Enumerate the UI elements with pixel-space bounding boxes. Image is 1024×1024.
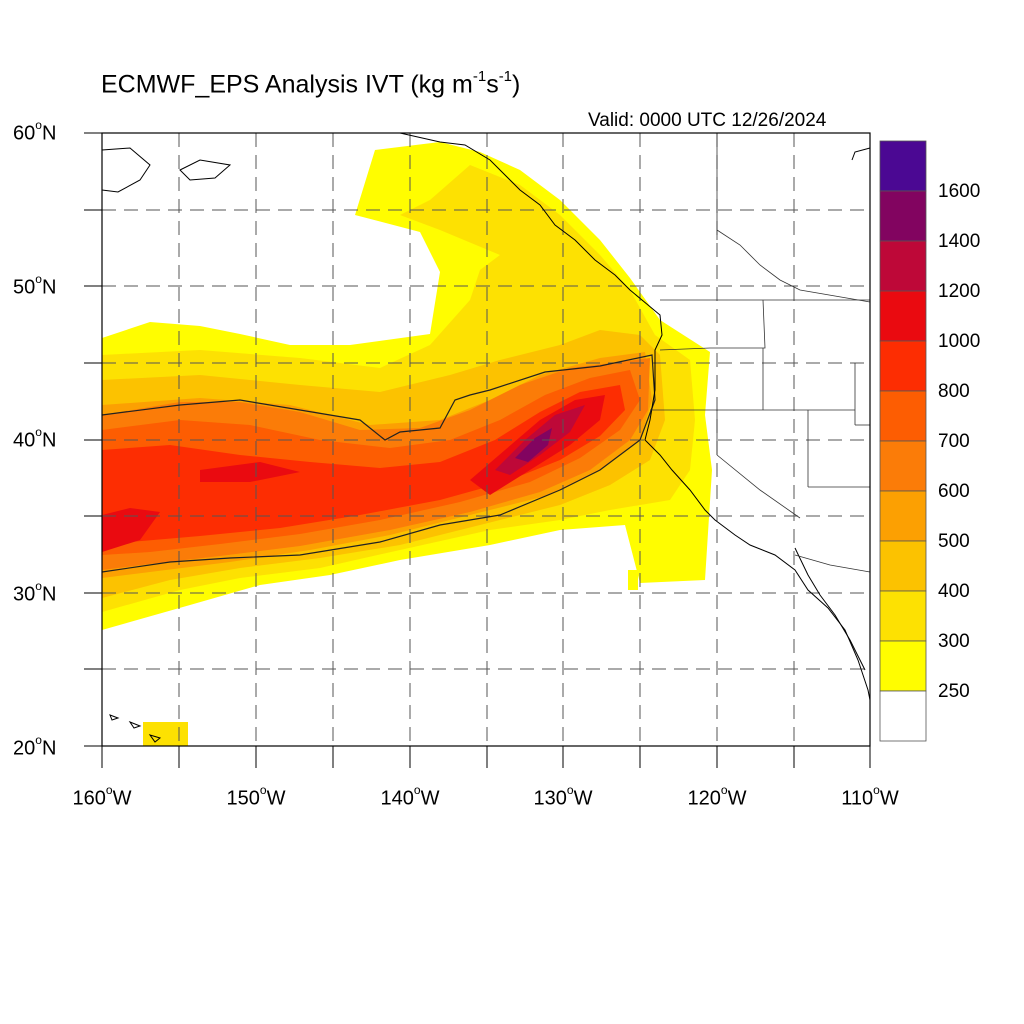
lat-label-50: 50oN	[13, 272, 57, 299]
colorbar-label-250: 250	[938, 681, 970, 702]
coastlines	[101, 132, 871, 743]
colorbar-box	[879, 240, 927, 292]
lat-ticks	[84, 132, 102, 747]
lat-label-40: 40oN	[13, 425, 57, 452]
ivt-1000-area	[102, 508, 160, 552]
colorbar-box	[879, 690, 927, 742]
colorbar-box	[879, 590, 927, 642]
lat-label-60: 60oN	[13, 118, 57, 145]
colorbar-box	[879, 440, 927, 492]
colorbar-label-300: 300	[938, 631, 970, 652]
map-title: ECMWF_EPS Analysis IVT (kg m-1s-1)	[101, 68, 521, 99]
colorbar-box	[879, 390, 927, 442]
lat-label-20: 20oN	[13, 733, 57, 760]
ivt-1400-area	[515, 428, 552, 462]
colorbar-label-1400: 1400	[938, 231, 981, 252]
colorbar	[879, 140, 927, 742]
ivt-contour-line	[101, 354, 656, 573]
lon-label-120w: 120oW	[687, 783, 747, 810]
colorbar-box	[879, 640, 927, 692]
colorbar-label-1000: 1000	[938, 331, 981, 352]
ivt-1000-band	[200, 462, 300, 482]
lon-ticks	[101, 746, 871, 768]
colorbar-box	[879, 190, 927, 242]
colorbar-label-600: 600	[938, 481, 970, 502]
colorbar-box	[879, 340, 927, 392]
state-borders	[650, 133, 871, 573]
colorbar-label-700: 700	[938, 431, 970, 452]
colorbar-label-800: 800	[938, 381, 970, 402]
ivt-hawaii-patch	[143, 722, 188, 746]
colorbar-label-500: 500	[938, 531, 970, 552]
ivt-southern-patch	[628, 570, 638, 590]
graticule	[102, 133, 870, 746]
colorbar-box	[879, 540, 927, 592]
colorbar-box	[879, 140, 927, 192]
colorbar-box	[879, 490, 927, 542]
colorbar-label-1600: 1600	[938, 181, 981, 202]
valid-time-label: Valid: 0000 UTC 12/26/2024	[588, 110, 827, 131]
colorbar-box	[879, 290, 927, 342]
lon-label-160w: 160oW	[72, 783, 132, 810]
lon-label-110w: 110oW	[841, 783, 899, 810]
lon-label-140w: 140oW	[380, 783, 440, 810]
colorbar-label-400: 400	[938, 581, 970, 602]
lon-label-130w: 130oW	[533, 783, 593, 810]
ivt-shading	[102, 142, 712, 746]
colorbar-label-1200: 1200	[938, 281, 981, 302]
lat-label-30: 30oN	[13, 579, 57, 606]
ivt-800-area	[102, 385, 625, 545]
lon-label-150w: 150oW	[226, 783, 286, 810]
